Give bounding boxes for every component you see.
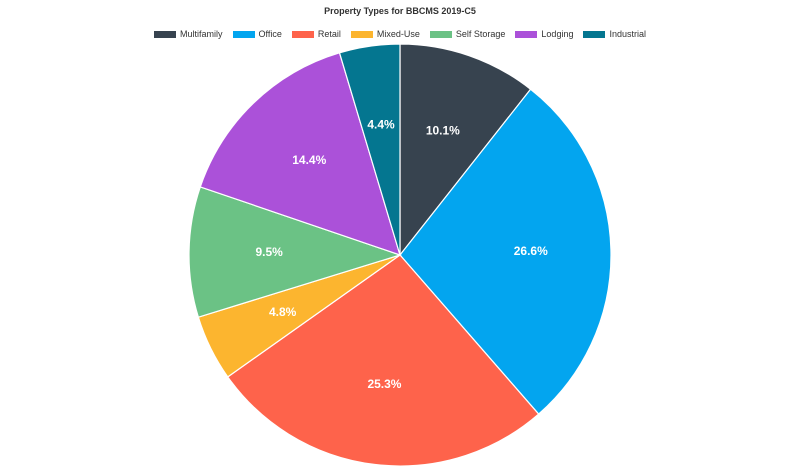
legend-swatch <box>429 30 452 38</box>
legend-swatch <box>291 30 314 38</box>
pie-slice-office[interactable] <box>399 88 612 415</box>
pie-slice-multifamily[interactable] <box>399 43 532 257</box>
legend-item[interactable]: Industrial <box>583 29 646 39</box>
legend-label: Industrial <box>609 29 646 39</box>
data-label: 9.5% <box>256 245 284 259</box>
legend-label: Self Storage <box>455 29 506 39</box>
legend-item[interactable]: Multifamily <box>154 29 223 39</box>
legend-swatch <box>154 30 176 38</box>
legend-item[interactable]: Lodging <box>515 29 573 39</box>
legend-label: Retail <box>317 29 341 39</box>
legend-swatch <box>515 30 538 38</box>
pie-slice-industrial[interactable] <box>338 43 401 256</box>
legend-label: Lodging <box>541 29 574 39</box>
legend-label: Multifamily <box>180 29 223 39</box>
legend-item[interactable]: Office <box>232 29 282 39</box>
chart-title: Property Types for BBCMS 2019-C5 <box>324 6 476 16</box>
legend-item[interactable]: Retail <box>291 29 341 39</box>
pie-slice-retail[interactable] <box>226 254 540 467</box>
legend-item[interactable]: Self Storage <box>429 29 506 39</box>
pie-slice-self-storage[interactable] <box>188 186 402 318</box>
data-label: 4.8% <box>269 305 297 319</box>
pie-slice-lodging[interactable] <box>199 52 401 256</box>
legend-swatch <box>350 30 373 38</box>
legend-label: Office <box>258 29 282 39</box>
data-label: 4.4% <box>367 118 395 132</box>
chart-legend: Multifamily Office Retail Mixed-Use Self Sto… <box>0 28 800 40</box>
data-label: 25.3% <box>367 377 401 391</box>
legend-item[interactable]: Mixed-Use <box>350 29 420 39</box>
legend-swatch <box>583 30 606 38</box>
legend-swatch <box>232 30 255 38</box>
data-label: 26.6% <box>514 244 548 258</box>
data-label: 14.4% <box>292 153 326 167</box>
data-label: 10.1% <box>426 124 460 138</box>
legend-label: Mixed-Use <box>376 29 420 39</box>
